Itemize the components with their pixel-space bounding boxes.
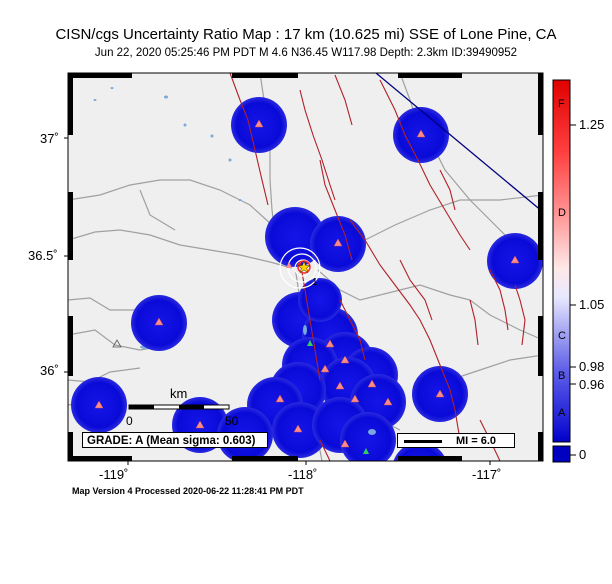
- colorbar-value-1-05: 1.05: [579, 297, 605, 312]
- state-border: [375, 73, 543, 213]
- contour-label: 1: [312, 277, 318, 288]
- lat-tick-36: 36˚: [40, 363, 59, 378]
- mi-legend-text: MI = 6.0: [456, 435, 497, 447]
- colorbar-grade-d: D: [558, 207, 566, 219]
- colorbar-value-0-98: 0.98: [579, 359, 605, 374]
- scale-start-label: 0: [126, 414, 133, 428]
- colorbar-gradient: [552, 79, 571, 443]
- lat-tick-36-5: 36.5˚: [28, 248, 58, 263]
- colorbar-ticks: [570, 124, 576, 456]
- lat-tick-37: 37˚: [40, 131, 59, 146]
- mi-legend-line: [404, 440, 442, 443]
- scale-unit-label: km: [170, 386, 188, 401]
- colorbar-zero-swatch: [552, 445, 571, 463]
- colorbar-grade-f: F: [558, 98, 565, 110]
- lon-tick-118: -118˚: [288, 467, 318, 482]
- colorbar-value-1-25: 1.25: [579, 117, 605, 132]
- map-subtitle: Jun 22, 2020 05:25:46 PM PDT M 4.6 N36.4…: [94, 47, 518, 59]
- inactive-station: [112, 339, 122, 348]
- colorbar-grade-c: C: [558, 330, 566, 342]
- epicenter-star: [297, 260, 311, 274]
- colorbar-grade-b: B: [558, 370, 566, 382]
- map-version-footer: Map Version 4 Processed 2020-06-22 11:28…: [72, 486, 304, 496]
- fault-lines: [229, 73, 526, 461]
- lon-tick-119: -119˚: [99, 467, 129, 482]
- map-title: CISN/cgs Uncertainty Ratio Map : 17 km (…: [55, 26, 557, 43]
- scale-end-label: 50: [225, 414, 239, 428]
- scale-bar: [128, 404, 230, 410]
- nearby-station: [286, 262, 292, 268]
- seismic-stations: [94, 119, 520, 448]
- lon-tick-117: -117˚: [472, 467, 502, 482]
- colorbar-grade-a: A: [558, 407, 566, 419]
- strong-motion-stations: [307, 340, 369, 454]
- map-border: [64, 72, 544, 465]
- mi-legend-box: MI = 6.0: [397, 433, 515, 448]
- colorbar-value-0-96: 0.96: [579, 377, 605, 392]
- grade-box: GRADE: A (Mean sigma: 0.603): [82, 432, 268, 448]
- colorbar-value-0: 0: [579, 447, 587, 462]
- center-lakes: [303, 325, 376, 435]
- grade-text: GRADE: A (Mean sigma: 0.603): [87, 435, 256, 447]
